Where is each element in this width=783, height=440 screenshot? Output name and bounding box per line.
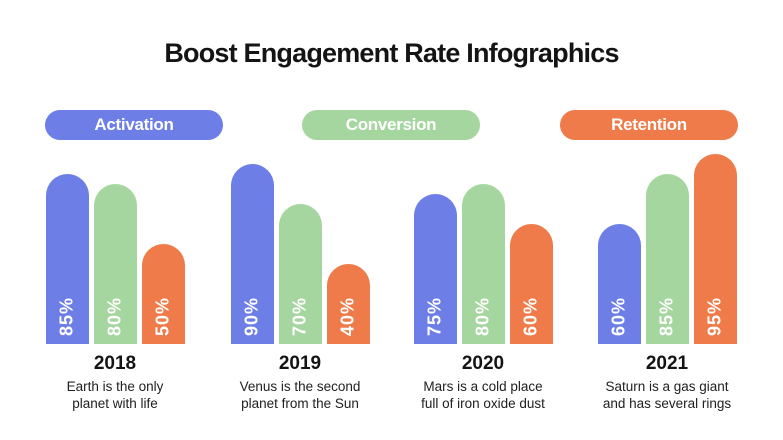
description-line: planet from the Sun [241, 395, 359, 411]
description-line: Saturn is a gas giant [605, 379, 729, 394]
year-description: Earth is the only planet with life [67, 379, 164, 412]
bar-value-label: 80% [472, 296, 493, 336]
bar-group-2018: 85% 80% 50% 2018 Earth is the only plane… [20, 144, 210, 412]
bar-value-label: 90% [241, 296, 262, 336]
description-line: Venus is the second [239, 379, 361, 394]
bar-group-2021: 60% 85% 95% 2021 Saturn is a gas giant a… [572, 144, 762, 412]
description-line: planet with life [72, 395, 158, 411]
description-line: Mars is a cold place [423, 379, 543, 394]
bar-activation-2020: 75% [413, 194, 457, 344]
bar-group-2019: 90% 70% 40% 2019 Venus is the second pla… [205, 144, 395, 412]
legend-pill-label: Activation [94, 115, 174, 134]
bar-conversion-2021: 85% [645, 174, 689, 344]
bars-row: 85% 80% 50% [45, 144, 185, 344]
bar-retention-2019: 40% [326, 264, 370, 344]
bar-retention-2021: 95% [693, 154, 737, 344]
legend-pill-retention: Retention [560, 110, 738, 140]
page-title: Boost Engagement Rate Infographics [164, 38, 619, 68]
bar-retention-2020: 60% [509, 224, 553, 344]
bar-activation-2018: 85% [45, 174, 89, 344]
bar-value-label: 70% [289, 296, 310, 336]
legend-pill-activation: Activation [45, 110, 223, 140]
bar-value-label: 80% [104, 296, 125, 336]
bar-group-2020: 75% 80% 60% 2020 Mars is a cold place fu… [388, 144, 578, 412]
bar-value-label: 75% [424, 296, 445, 336]
bar-conversion-2019: 70% [278, 204, 322, 344]
description-line: Earth is the only [66, 379, 164, 394]
legend-pill-label: Conversion [345, 115, 437, 134]
bar-value-label: 85% [56, 296, 77, 336]
bar-value-label: 85% [656, 296, 677, 336]
bars-row: 90% 70% 40% [230, 144, 370, 344]
bar-value-label: 95% [704, 296, 725, 336]
year-description: Venus is the second planet from the Sun [240, 379, 361, 412]
bar-value-label: 40% [337, 296, 358, 336]
description-line: and has several rings [602, 395, 732, 411]
legend-pill-conversion: Conversion [302, 110, 480, 140]
bar-value-label: 60% [520, 296, 541, 336]
legend-pill-label: Retention [611, 115, 687, 134]
bar-activation-2019: 90% [230, 164, 274, 344]
bar-retention-2018: 50% [141, 244, 185, 344]
year-label: 2021 [645, 353, 689, 374]
description-line: full of iron oxide dust [421, 395, 545, 411]
bars-row: 60% 85% 95% [597, 144, 737, 344]
year-label: 2020 [461, 353, 505, 374]
bar-activation-2021: 60% [597, 224, 641, 344]
year-label: 2018 [93, 353, 137, 374]
year-description: Saturn is a gas giant and has several ri… [603, 379, 731, 412]
bar-conversion-2018: 80% [93, 184, 137, 344]
bar-value-label: 60% [608, 296, 629, 336]
year-description: Mars is a cold place full of iron oxide … [421, 379, 545, 412]
year-label: 2019 [278, 353, 322, 374]
bars-row: 75% 80% 60% [413, 144, 553, 344]
bar-conversion-2020: 80% [461, 184, 505, 344]
bar-value-label: 50% [152, 296, 173, 336]
